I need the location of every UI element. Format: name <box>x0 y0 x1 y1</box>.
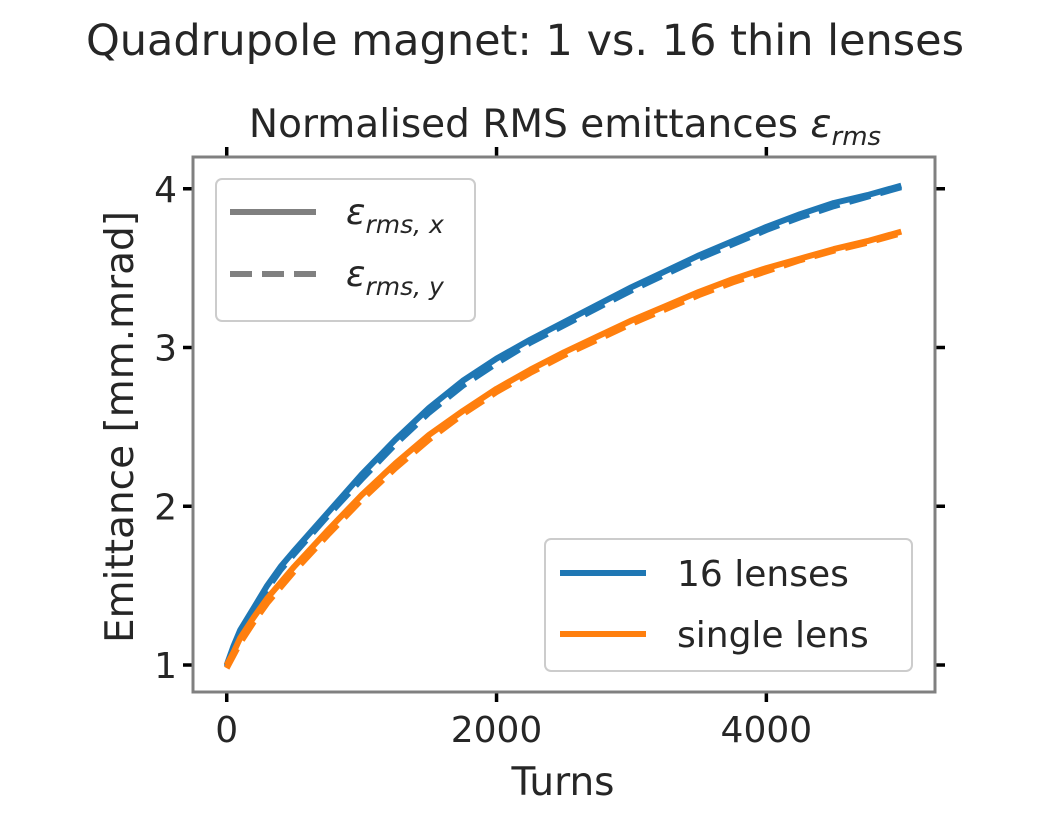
style-legend-subscript: rms, x <box>365 210 444 239</box>
x-tick-label: 2000 <box>451 710 543 751</box>
figure-suptitle: Quadrupole magnet: 1 vs. 16 thin lenses <box>86 16 964 66</box>
y-tick-label: 4 <box>154 170 177 211</box>
style-legend-label: εrms, y <box>346 254 445 301</box>
y-tick-label: 2 <box>154 487 177 528</box>
y-tick-label: 1 <box>154 646 177 687</box>
series-legend-label: 16 lenses <box>677 554 849 595</box>
axes-title-text: Normalised RMS emittances <box>249 102 798 147</box>
plot-frame <box>191 155 937 694</box>
series-legend: 16 lenses single lens <box>544 538 913 672</box>
x-tick-label: 0 <box>215 710 238 751</box>
y-axis-label: Emittance [mm.mrad] <box>98 211 143 643</box>
x-axis-label: Turns <box>510 760 614 805</box>
series-legend-label: single lens <box>677 615 869 656</box>
style-legend-symbol: ε <box>346 254 365 295</box>
axes-title-subscript: rms <box>832 122 882 152</box>
series-line-single-lens-y <box>224 230 903 670</box>
style-legend-label: εrms, x <box>346 192 444 239</box>
series-line-16-lenses-y <box>223 184 903 668</box>
axes-title: Normalised RMS emittances εrms <box>249 102 881 152</box>
x-tick-label: 4000 <box>721 710 813 751</box>
style-legend-subscript: rms, y <box>365 272 445 301</box>
y-tick-label: 3 <box>154 329 177 370</box>
axes-title-symbol: ε <box>810 102 831 147</box>
style-legend-symbol: ε <box>346 192 365 233</box>
